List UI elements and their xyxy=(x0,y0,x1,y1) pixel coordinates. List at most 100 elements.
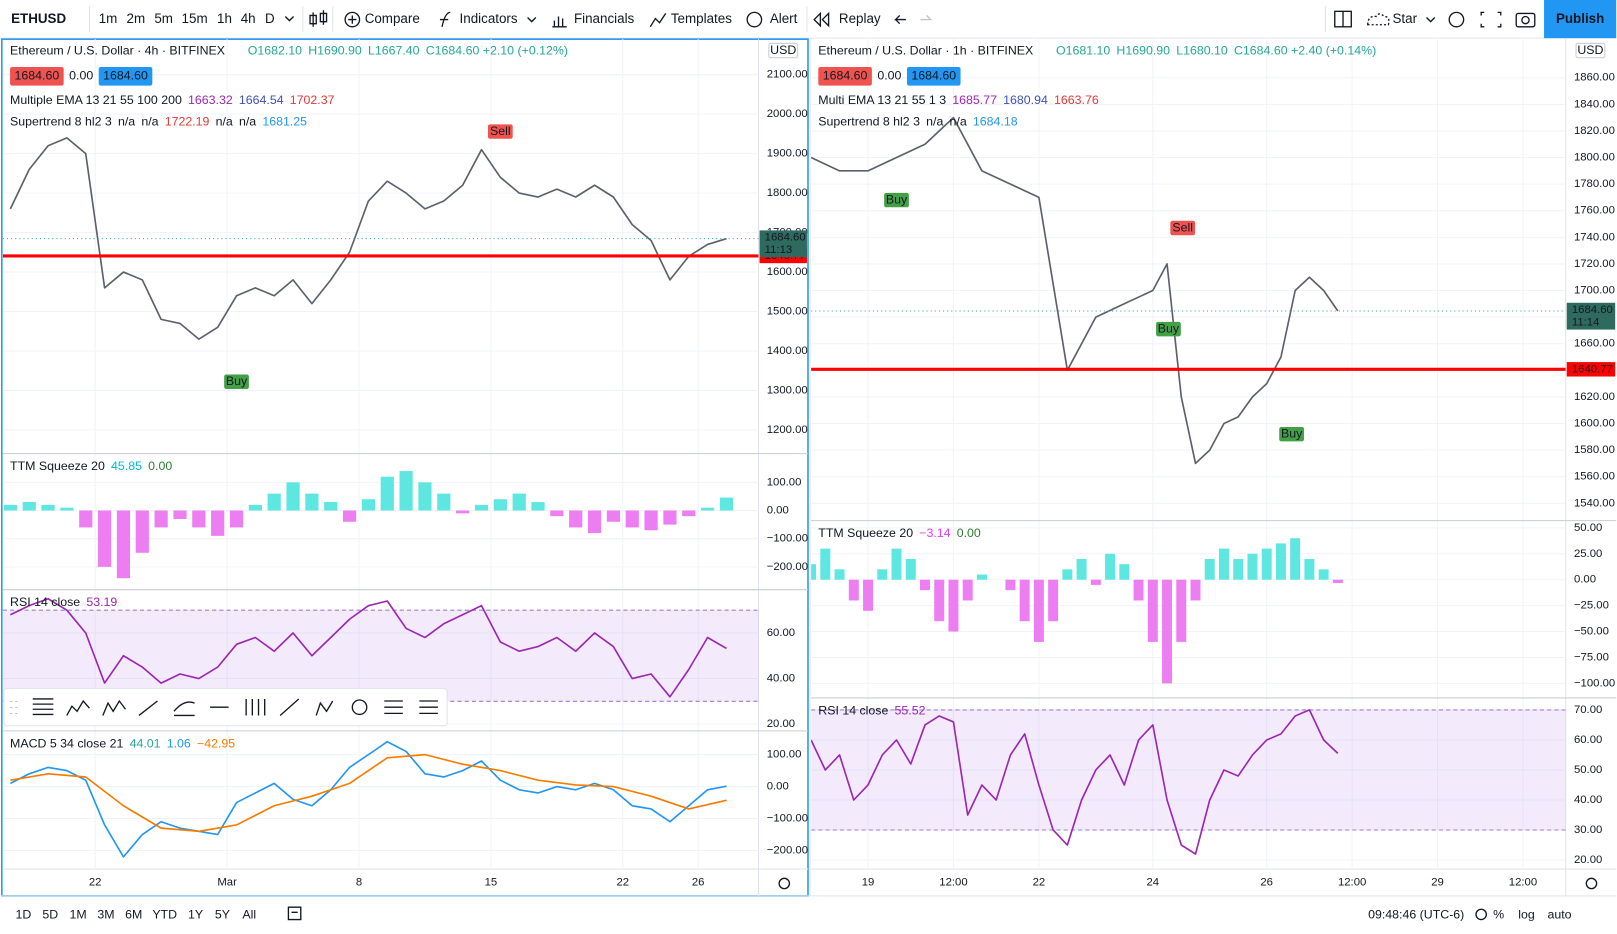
range-button[interactable]: 6M xyxy=(125,908,142,922)
price-tick-label: 2000.00 xyxy=(767,108,808,120)
alert-icon[interactable] xyxy=(746,11,763,28)
chart-settings-icon[interactable] xyxy=(1585,877,1598,890)
tool-range[interactable] xyxy=(384,700,403,715)
interval[interactable]: 15m xyxy=(182,11,208,26)
dropdown-arrow[interactable] xyxy=(284,16,295,22)
settings-icon[interactable] xyxy=(1448,11,1465,28)
legend-item: 45.85 xyxy=(111,459,142,473)
toolbar-button[interactable]: Indicators xyxy=(460,11,518,26)
templates-icon[interactable] xyxy=(649,13,667,28)
toolbar-button[interactable]: Replay xyxy=(839,11,881,26)
camera-icon[interactable] xyxy=(1515,12,1536,28)
scale-option[interactable]: auto xyxy=(1547,908,1571,922)
interval[interactable]: D xyxy=(265,11,275,26)
price-tick-label: 1800.00 xyxy=(1574,152,1615,164)
replay-icon[interactable] xyxy=(813,11,830,28)
histogram-bar xyxy=(587,510,602,534)
publish-label[interactable]: Publish xyxy=(1556,11,1604,26)
range-button[interactable]: YTD xyxy=(152,908,177,922)
tool-abc[interactable] xyxy=(102,699,127,716)
range-button[interactable]: 5D xyxy=(42,908,58,922)
dropdown-arrow[interactable] xyxy=(1426,17,1436,23)
drag-handle[interactable] xyxy=(10,701,18,714)
price-tick-label: 1500.00 xyxy=(767,306,808,318)
histogram-bar xyxy=(437,493,451,511)
legend-line: TTM Squeeze 20 45.85 0.00 xyxy=(10,459,172,473)
price-tick-label: −200.00 xyxy=(767,561,808,573)
histogram-bar xyxy=(848,579,859,601)
price-tick-label: 1560.00 xyxy=(1574,471,1615,483)
signal-marker xyxy=(487,124,513,139)
legend-item: 44.01 xyxy=(130,737,161,751)
financials-icon[interactable] xyxy=(552,16,567,28)
range-button[interactable]: 1M xyxy=(70,908,87,922)
histogram-bar xyxy=(1048,579,1059,622)
series-line xyxy=(10,597,727,698)
price-badge-label: 0.00 xyxy=(69,69,93,83)
price-tick-label: 50.00 xyxy=(1574,522,1602,534)
signal-label: Buy xyxy=(1158,321,1180,335)
undo-icon[interactable] xyxy=(893,14,906,25)
histogram-bar xyxy=(1275,543,1286,580)
price-badge xyxy=(98,67,153,86)
price-tick-label: 1600.00 xyxy=(767,266,808,278)
legend-item: RSI 14 close xyxy=(818,704,888,718)
star-button[interactable]: Star xyxy=(1393,11,1418,26)
tool-projection[interactable] xyxy=(419,700,438,715)
price-tick-label: 1300.00 xyxy=(767,384,808,396)
price-tick-label: 1700.00 xyxy=(1574,285,1615,297)
last-price-label: 1684.60 xyxy=(765,232,806,244)
price-tick-label: 0.00 xyxy=(1574,574,1596,586)
symbol[interactable]: ETHUSD xyxy=(11,11,66,26)
date-range-icon[interactable] xyxy=(287,906,302,921)
tool-circle[interactable] xyxy=(351,699,368,716)
interval[interactable]: 1m xyxy=(99,11,118,26)
countdown-label: 11:13 xyxy=(765,244,793,256)
theme-icon[interactable] xyxy=(1475,908,1487,921)
tool-pattern[interactable] xyxy=(315,700,334,716)
cloud-icon[interactable] xyxy=(1367,13,1390,26)
range-button[interactable]: 1Y xyxy=(188,908,203,922)
tool-trend[interactable] xyxy=(138,700,158,716)
range-button[interactable]: 1D xyxy=(16,908,32,922)
interval[interactable]: 4h xyxy=(241,11,256,26)
legend-item: MACD 5 34 close 21 xyxy=(10,737,123,751)
interval[interactable]: 5m xyxy=(154,11,173,26)
toolbar-button[interactable]: Alert xyxy=(770,11,798,26)
range-button[interactable]: 5Y xyxy=(215,908,230,922)
compare-icon[interactable] xyxy=(344,11,361,28)
tool-wave[interactable] xyxy=(66,699,90,716)
signal-label: Buy xyxy=(1281,426,1303,440)
pane xyxy=(2,597,759,725)
tool-gann[interactable] xyxy=(245,698,266,716)
legend-line: Supertrend 8 hl2 3 n/a n/a 1722.19 n/a n/a 168… xyxy=(10,115,307,129)
histogram-bar xyxy=(399,471,413,511)
indicators-icon[interactable] xyxy=(439,11,451,27)
scale-option[interactable]: % xyxy=(1493,908,1504,922)
dropdown-arrow[interactable] xyxy=(527,17,537,23)
interval[interactable]: 1h xyxy=(217,11,232,26)
price-tick-label: 100.00 xyxy=(767,749,802,761)
price-tick-label: −50.00 xyxy=(1574,626,1609,638)
interval[interactable]: 2m xyxy=(127,11,146,26)
price-badge xyxy=(818,67,872,86)
redo-icon xyxy=(920,14,933,21)
candle-icon[interactable] xyxy=(309,10,328,27)
range-button[interactable]: All xyxy=(242,908,256,922)
fullscreen-icon[interactable] xyxy=(1480,11,1502,28)
toolbar-button[interactable]: Compare xyxy=(365,11,420,26)
tool-fib[interactable] xyxy=(173,701,195,717)
signal-marker xyxy=(1279,426,1304,442)
range-button[interactable]: 3M xyxy=(97,908,114,922)
chart-settings-icon[interactable] xyxy=(778,877,791,890)
histogram-bar xyxy=(1076,558,1087,580)
toolbar-button[interactable]: Financials xyxy=(574,11,635,26)
histogram-bar xyxy=(719,497,734,511)
price-tick-label: 1600.00 xyxy=(1574,418,1615,430)
tool-lines[interactable] xyxy=(32,698,54,716)
legend-item: L1667.40 xyxy=(368,44,420,58)
tool-line[interactable] xyxy=(279,698,300,716)
publish-button[interactable] xyxy=(1544,0,1617,39)
toolbar-button[interactable]: Templates xyxy=(671,11,732,26)
scale-option[interactable]: log xyxy=(1518,908,1535,922)
